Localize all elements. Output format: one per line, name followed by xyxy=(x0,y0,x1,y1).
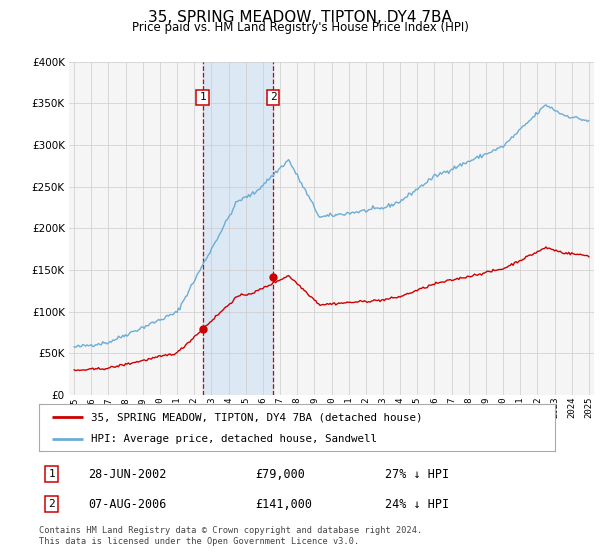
Text: 1: 1 xyxy=(49,469,55,479)
Text: £79,000: £79,000 xyxy=(256,468,305,480)
Text: Price paid vs. HM Land Registry's House Price Index (HPI): Price paid vs. HM Land Registry's House … xyxy=(131,21,469,34)
Bar xyxy=(203,62,273,395)
Text: 35, SPRING MEADOW, TIPTON, DY4 7BA: 35, SPRING MEADOW, TIPTON, DY4 7BA xyxy=(148,10,452,25)
Text: 07-AUG-2006: 07-AUG-2006 xyxy=(88,498,166,511)
Text: 27% ↓ HPI: 27% ↓ HPI xyxy=(385,468,449,480)
Text: HPI: Average price, detached house, Sandwell: HPI: Average price, detached house, Sand… xyxy=(91,434,377,444)
Text: 1: 1 xyxy=(199,92,206,102)
Text: 2: 2 xyxy=(270,92,277,102)
Text: 24% ↓ HPI: 24% ↓ HPI xyxy=(385,498,449,511)
Text: 28-JUN-2002: 28-JUN-2002 xyxy=(88,468,166,480)
Text: Contains HM Land Registry data © Crown copyright and database right 2024.
This d: Contains HM Land Registry data © Crown c… xyxy=(39,526,422,546)
Text: 2: 2 xyxy=(49,500,55,509)
Text: £141,000: £141,000 xyxy=(256,498,313,511)
Text: 35, SPRING MEADOW, TIPTON, DY4 7BA (detached house): 35, SPRING MEADOW, TIPTON, DY4 7BA (deta… xyxy=(91,412,422,422)
